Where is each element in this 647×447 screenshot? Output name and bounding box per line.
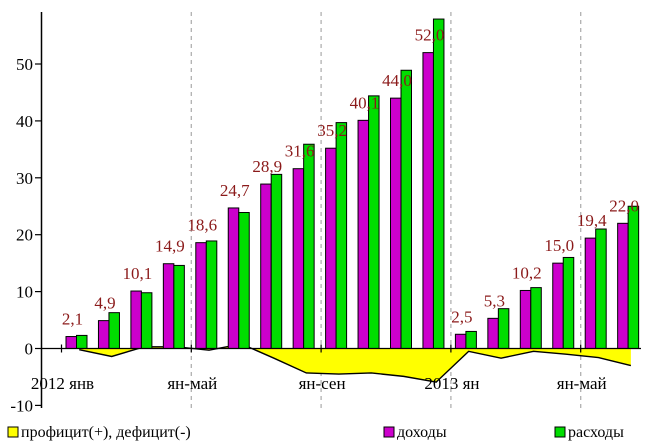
income-bar bbox=[390, 97, 402, 349]
balance-area bbox=[79, 343, 631, 383]
expense-bar bbox=[173, 264, 185, 349]
income-bar bbox=[584, 237, 597, 349]
income-data-label: 15,0 bbox=[544, 236, 574, 255]
income-data-label: 19,4 bbox=[577, 211, 607, 230]
income-bar bbox=[617, 222, 629, 350]
income-bar bbox=[292, 168, 305, 349]
income-bar bbox=[519, 289, 532, 350]
legend-swatch bbox=[7, 426, 19, 438]
expense-bar bbox=[238, 212, 250, 349]
axis-layer: -10 0 10 20 30 40 50 2012 янв ян-май ян-сен 2013 я… bbox=[10, 12, 641, 415]
y-tick-label: 20 bbox=[16, 226, 33, 245]
y-tick-label: 10 bbox=[16, 283, 33, 302]
expense-bar bbox=[465, 330, 477, 349]
x-tick-label: 2013 ян bbox=[424, 374, 479, 393]
income-bar bbox=[130, 290, 142, 350]
expense-bar bbox=[562, 256, 575, 349]
income-bar bbox=[325, 147, 337, 349]
income-bar bbox=[357, 119, 370, 350]
expense-bar bbox=[303, 143, 315, 349]
bars-layer bbox=[65, 18, 640, 350]
legend-label: доходы bbox=[397, 424, 447, 441]
income-bar bbox=[487, 317, 499, 349]
income-data-label: 4,9 bbox=[94, 294, 115, 313]
income-data-label: 14,9 bbox=[155, 237, 185, 256]
income-data-label: 18,6 bbox=[187, 216, 217, 235]
x-tick-label: ян-май bbox=[557, 374, 607, 393]
income-bar bbox=[162, 263, 175, 349]
expense-bar bbox=[497, 308, 510, 350]
income-bar bbox=[195, 242, 207, 349]
income-bar bbox=[260, 183, 272, 349]
income-data-label: 44,0 bbox=[382, 71, 412, 90]
income-bar bbox=[454, 333, 467, 349]
period-separators bbox=[190, 12, 582, 408]
expense-bar bbox=[400, 69, 412, 349]
expense-bar bbox=[205, 240, 218, 349]
income-data-label: 10,1 bbox=[123, 264, 153, 283]
expense-bar bbox=[627, 205, 640, 349]
expense-bar bbox=[368, 95, 380, 349]
legend-swatch bbox=[554, 426, 566, 438]
legend-swatch bbox=[383, 426, 395, 438]
income-data-label: 31,6 bbox=[285, 142, 315, 161]
income-data-label: 35,2 bbox=[317, 121, 347, 140]
expense-bar bbox=[76, 334, 88, 349]
expense-bar bbox=[270, 173, 283, 349]
income-data-label: 2,5 bbox=[451, 307, 472, 326]
income-bar bbox=[422, 52, 434, 350]
x-tick-label: ян-сен bbox=[299, 374, 346, 393]
income-bar bbox=[552, 262, 564, 349]
legend-label: расходы bbox=[568, 424, 624, 441]
income-data-label: 22,0 bbox=[609, 196, 639, 215]
y-tick-label: 40 bbox=[16, 112, 33, 131]
income-data-label: 10,2 bbox=[512, 263, 542, 282]
expense-bar bbox=[140, 292, 153, 350]
y-tick-label: -10 bbox=[10, 396, 33, 415]
y-tick-label: 0 bbox=[25, 340, 34, 359]
income-data-label: 52,0 bbox=[415, 26, 445, 45]
balance-area-layer bbox=[79, 343, 632, 383]
income-data-label: 40,1 bbox=[350, 93, 380, 112]
income-data-label: 5,3 bbox=[484, 291, 505, 310]
y-tick-label: 50 bbox=[16, 55, 33, 74]
expense-bar bbox=[530, 287, 542, 350]
income-bar bbox=[97, 320, 110, 349]
income-bar bbox=[65, 336, 77, 349]
data-labels-layer: 2,1 4,9 10,114,918,624,728,931,635,240,144… bbox=[62, 26, 639, 329]
legend-label: профицит(+), дефицит(-) bbox=[21, 424, 191, 441]
y-tick-label: 30 bbox=[16, 169, 33, 188]
income-data-label: 24,7 bbox=[220, 181, 250, 200]
expense-bar bbox=[595, 228, 607, 349]
income-data-label: 2,1 bbox=[62, 310, 83, 329]
expense-bar bbox=[335, 122, 348, 350]
legend: профицит(+), дефицит(-) доходы расходы bbox=[7, 424, 624, 441]
expense-bar bbox=[432, 18, 445, 349]
income-data-label: 28,9 bbox=[252, 157, 282, 176]
expense-bar bbox=[108, 312, 120, 350]
x-tick-label: ян-май bbox=[167, 374, 217, 393]
x-tick-label: 2012 янв bbox=[31, 374, 94, 393]
income-bar bbox=[227, 207, 240, 349]
